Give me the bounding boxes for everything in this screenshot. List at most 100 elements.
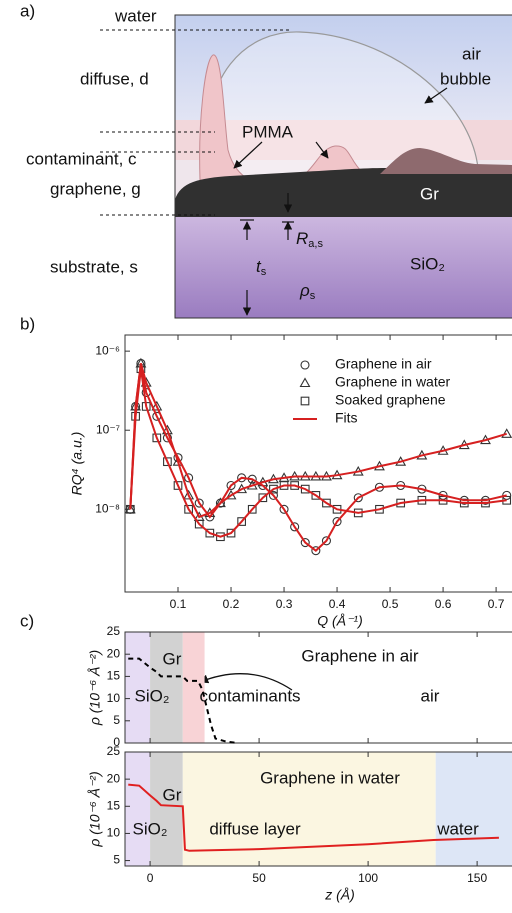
annotation: Gr	[163, 785, 182, 804]
marker	[353, 493, 363, 503]
panel-label: b)	[20, 314, 35, 333]
dashed-lines	[100, 29, 290, 216]
fit-line	[129, 363, 507, 519]
substrate-layer	[175, 215, 512, 318]
marker	[152, 433, 162, 443]
layer-label: water	[114, 6, 157, 25]
marker	[311, 546, 321, 556]
y-tick-label: 10	[107, 826, 121, 840]
arrow	[233, 141, 263, 169]
y-tick-label: 15	[107, 669, 121, 683]
layer-label: diffuse, d	[80, 69, 149, 88]
y-tick-label: 10⁻⁸	[95, 501, 120, 515]
annotation: SiO₂	[133, 819, 168, 838]
region	[435, 752, 512, 866]
panel-a: a) water diffuse, d contaminant, c graph…	[20, 1, 512, 319]
density-label: ρs	[299, 281, 316, 301]
bubble-label: bubble	[440, 69, 491, 88]
marker	[151, 400, 163, 411]
marker	[501, 428, 512, 438]
graphene	[175, 168, 512, 217]
marker	[184, 504, 193, 514]
marker	[226, 528, 236, 538]
x-tick-label: 0.5	[382, 597, 399, 611]
x-axis-label: Q (Å⁻¹)	[317, 613, 363, 629]
marker	[290, 522, 300, 532]
bubble-label: air	[462, 44, 481, 63]
marker	[258, 493, 268, 503]
pmma-blob	[303, 145, 364, 175]
marker	[322, 498, 331, 508]
x-tick-label: 100	[358, 871, 378, 885]
roughness-label: Ra,s	[296, 229, 323, 249]
y-tick-label: 0	[113, 735, 120, 749]
marker	[173, 481, 183, 490]
gr-label: Gr	[420, 184, 439, 203]
y-tick-label: 25	[107, 624, 121, 638]
x-tick-label: 0.7	[488, 597, 505, 611]
marker	[279, 504, 289, 514]
arrow	[315, 141, 329, 159]
marker	[247, 504, 257, 514]
water-layer	[175, 15, 512, 125]
frame	[174, 14, 512, 319]
subscript: s	[261, 266, 267, 278]
marker	[184, 473, 194, 483]
thickness-label: ts	[256, 257, 267, 277]
marker	[163, 457, 172, 467]
marker	[311, 491, 321, 500]
x-tick-label: 0.3	[276, 597, 293, 611]
region	[125, 752, 151, 866]
marker	[268, 490, 278, 500]
panel-label: a)	[20, 1, 35, 20]
contaminant	[380, 148, 512, 174]
marker	[332, 517, 342, 527]
y-tick-label: 20	[107, 646, 121, 660]
annotation: Gr	[163, 649, 182, 668]
subscript: a,s	[308, 238, 323, 250]
y-tick-label: 15	[107, 798, 121, 812]
marker	[299, 377, 311, 388]
y-axis-label: ρ (10⁻⁶ Å⁻²)	[87, 650, 103, 726]
y-axis-label: ρ (10⁻⁶ Å⁻²)	[87, 771, 103, 847]
marker	[205, 528, 215, 538]
plot-frame	[124, 751, 512, 867]
pmma-label: PMMA	[242, 122, 294, 141]
marker	[300, 484, 310, 494]
layer-label: substrate, s	[50, 257, 138, 276]
symbol: t	[256, 257, 262, 276]
marker	[194, 498, 204, 508]
annotation: contaminants	[199, 686, 300, 705]
arrows	[233, 87, 448, 316]
x-tick-label: 0.4	[329, 597, 346, 611]
symbol: R	[296, 229, 308, 248]
marker	[269, 484, 278, 494]
x-tick-label: 150	[467, 871, 487, 885]
annotation: air	[421, 686, 440, 705]
marker	[194, 519, 204, 529]
fit-line	[129, 368, 507, 538]
x-tick-label: 0.2	[223, 597, 240, 611]
legend-label: Graphene in water	[335, 374, 451, 390]
marker	[183, 489, 195, 500]
subscript: s	[310, 290, 316, 302]
layer-label: graphene, g	[50, 179, 141, 198]
arrow	[424, 87, 448, 104]
plot-frame	[124, 334, 512, 593]
annotation: water	[436, 819, 479, 838]
line	[128, 657, 238, 744]
plot-frame	[124, 631, 512, 744]
region	[150, 632, 183, 743]
y-tick-label: 10	[107, 691, 121, 705]
x-tick-label: 0	[147, 871, 154, 885]
y-tick-label: 5	[113, 853, 120, 867]
legend-label: Fits	[335, 410, 358, 426]
line	[128, 783, 499, 852]
fit-line	[129, 363, 507, 552]
chart-title: Graphene in water	[260, 768, 400, 787]
legend-label: Soaked graphene	[335, 392, 446, 408]
marker	[226, 480, 236, 491]
y-tick-label: 25	[107, 744, 121, 758]
